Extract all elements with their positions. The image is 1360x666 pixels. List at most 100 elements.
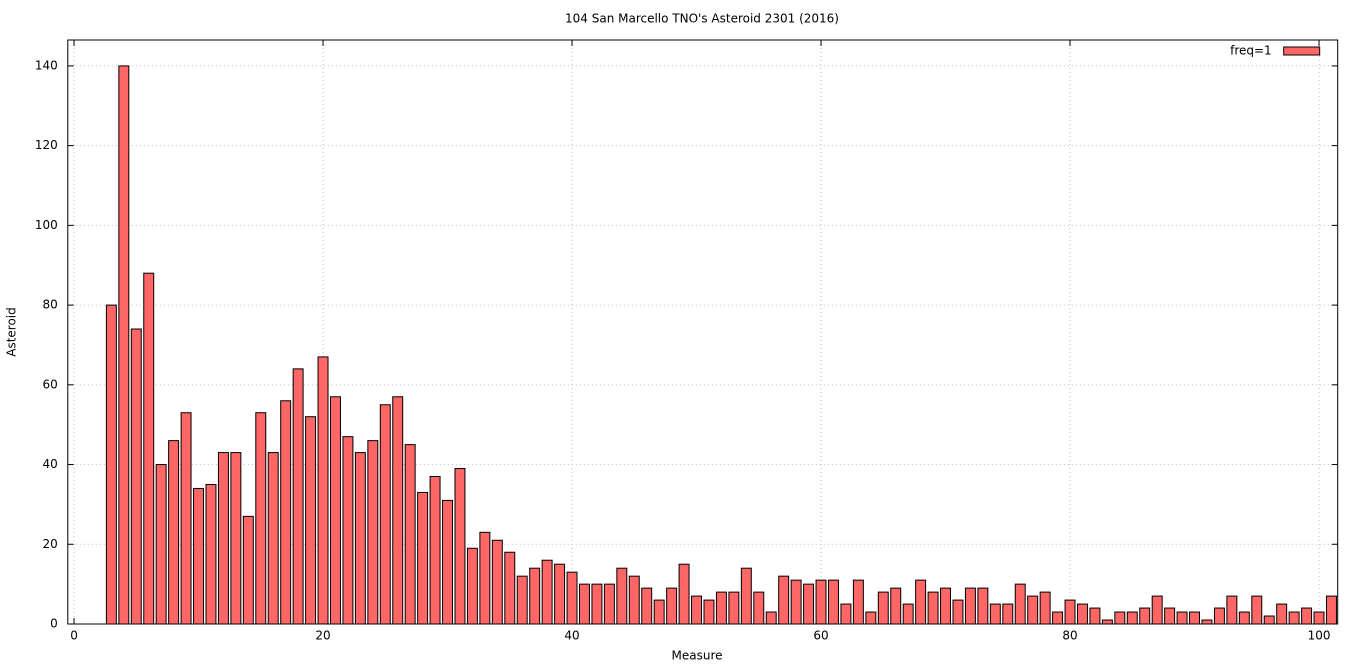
bar bbox=[1238, 611, 1250, 625]
bar bbox=[616, 567, 628, 625]
bar bbox=[1089, 607, 1101, 625]
bar bbox=[1076, 603, 1088, 625]
x-tick-label: 80 bbox=[1062, 629, 1077, 643]
bar bbox=[578, 583, 590, 625]
y-tick-label: 60 bbox=[43, 377, 58, 391]
bar bbox=[143, 272, 155, 625]
bar bbox=[429, 476, 441, 625]
bar bbox=[354, 452, 366, 625]
y-tick-label: 40 bbox=[43, 457, 58, 471]
bar bbox=[491, 539, 503, 625]
bar bbox=[902, 603, 914, 625]
bar bbox=[479, 531, 491, 625]
bar bbox=[305, 416, 317, 625]
bar bbox=[803, 583, 815, 625]
bar bbox=[466, 547, 478, 625]
bar bbox=[329, 396, 341, 625]
bar bbox=[815, 579, 827, 625]
bar bbox=[740, 567, 752, 625]
bar bbox=[1014, 583, 1026, 625]
bar bbox=[977, 587, 989, 625]
bar bbox=[205, 483, 217, 625]
bar bbox=[242, 515, 254, 625]
bar bbox=[1151, 595, 1163, 625]
bar bbox=[292, 368, 304, 625]
bar bbox=[1301, 607, 1313, 625]
y-tick-label: 20 bbox=[43, 537, 58, 551]
y-tick-label: 140 bbox=[35, 58, 58, 72]
bar bbox=[1288, 611, 1300, 625]
bar bbox=[1101, 619, 1113, 625]
bar bbox=[1052, 611, 1064, 625]
bar bbox=[753, 591, 765, 625]
bar bbox=[504, 551, 516, 625]
bar bbox=[877, 591, 889, 625]
bar bbox=[703, 599, 715, 625]
legend-label: freq=1 bbox=[1230, 44, 1272, 58]
bar bbox=[442, 499, 454, 625]
bar bbox=[118, 65, 130, 625]
bar bbox=[367, 440, 379, 625]
bar bbox=[379, 404, 391, 625]
x-tick-label: 0 bbox=[70, 629, 78, 643]
x-tick-label: 60 bbox=[813, 629, 828, 643]
bar bbox=[255, 412, 267, 625]
bar bbox=[1251, 595, 1263, 625]
bar bbox=[1039, 591, 1051, 625]
bar bbox=[790, 579, 802, 625]
bar bbox=[865, 611, 877, 625]
bar bbox=[454, 468, 466, 625]
bar bbox=[342, 436, 354, 625]
x-tick-label: 20 bbox=[315, 629, 330, 643]
y-tick-label: 0 bbox=[50, 617, 58, 631]
bar bbox=[603, 583, 615, 625]
bar bbox=[890, 587, 902, 625]
bar bbox=[1313, 611, 1325, 625]
x-tick-label: 40 bbox=[564, 629, 579, 643]
bar bbox=[516, 575, 528, 625]
legend-swatch bbox=[1283, 46, 1321, 56]
bar bbox=[217, 452, 229, 625]
bar bbox=[852, 579, 864, 625]
bar bbox=[915, 579, 927, 625]
bar bbox=[952, 599, 964, 625]
bar bbox=[1201, 619, 1213, 625]
x-axis-label: Measure bbox=[672, 649, 723, 663]
bar bbox=[1064, 599, 1076, 625]
bar bbox=[193, 487, 205, 625]
bar bbox=[827, 579, 839, 625]
chart-title: 104 San Marcello TNO's Asteroid 2301 (20… bbox=[565, 12, 839, 26]
bar bbox=[1276, 603, 1288, 625]
bar bbox=[317, 356, 329, 625]
bar bbox=[1114, 611, 1126, 625]
plot-frame bbox=[67, 39, 1339, 625]
bar bbox=[628, 575, 640, 625]
bar bbox=[728, 591, 740, 625]
bar bbox=[1189, 611, 1201, 625]
bar bbox=[1226, 595, 1238, 625]
bar bbox=[105, 304, 117, 625]
bar bbox=[778, 575, 790, 625]
bar bbox=[1176, 611, 1188, 625]
bar bbox=[541, 559, 553, 625]
bar bbox=[927, 591, 939, 625]
bar bbox=[280, 400, 292, 625]
bar bbox=[1325, 595, 1337, 625]
y-tick-label: 100 bbox=[35, 218, 58, 232]
bar bbox=[130, 328, 142, 625]
bar bbox=[691, 595, 703, 625]
bar bbox=[554, 563, 566, 625]
bar bbox=[404, 444, 416, 625]
bar bbox=[1213, 607, 1225, 625]
bar bbox=[566, 571, 578, 625]
bar bbox=[168, 440, 180, 625]
bar bbox=[641, 587, 653, 625]
bar bbox=[392, 396, 404, 625]
bar bbox=[1002, 603, 1014, 625]
bar bbox=[267, 452, 279, 625]
bar bbox=[591, 583, 603, 625]
bar bbox=[1027, 595, 1039, 625]
bar bbox=[666, 587, 678, 625]
bar bbox=[1263, 615, 1275, 625]
